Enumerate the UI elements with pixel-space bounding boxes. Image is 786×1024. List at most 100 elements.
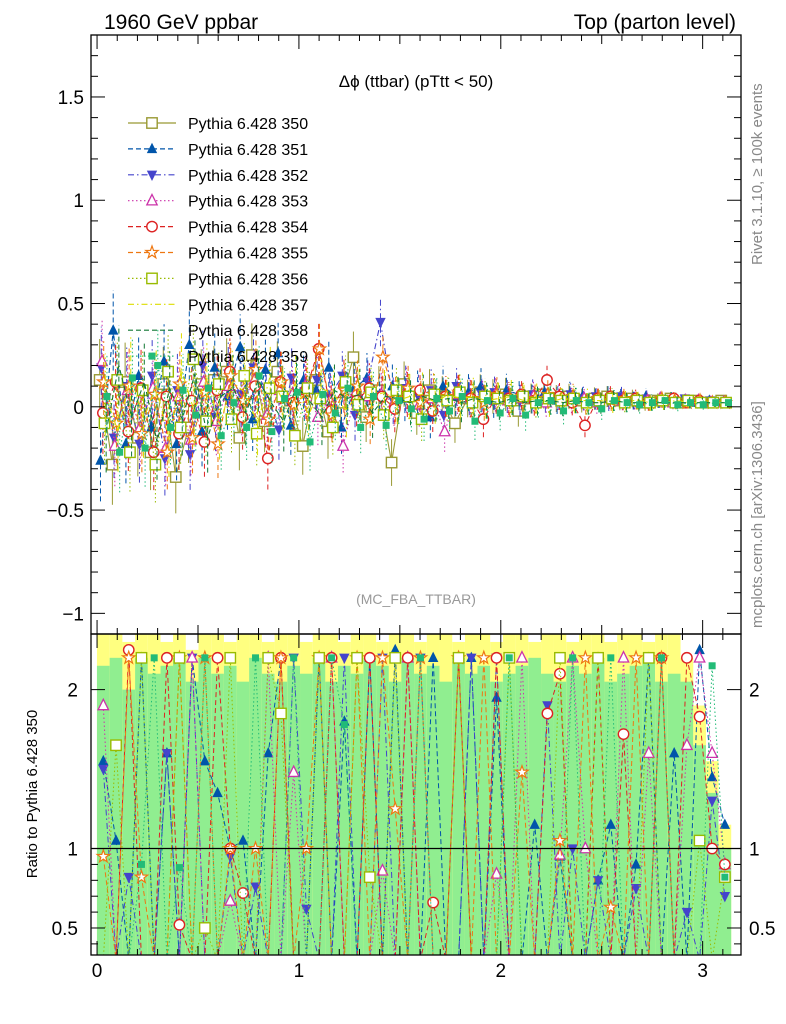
ratio-band-green: [109, 657, 123, 955]
ratio-band-green: [223, 665, 237, 955]
data-point: [579, 419, 591, 432]
data-point: [296, 440, 309, 452]
data-point: [95, 454, 106, 465]
data-point: [390, 384, 403, 397]
ratio-point: [237, 887, 249, 899]
data-point: [674, 401, 682, 409]
ratio-band-green: [553, 681, 567, 955]
ratio-point: [657, 654, 665, 662]
legend-label: Pythia 6.428 357: [188, 297, 308, 314]
data-point: [108, 438, 122, 451]
ratio-point: [706, 796, 718, 808]
ratio-point: [416, 654, 424, 662]
data-point: [167, 423, 175, 431]
ratio-band-green: [363, 657, 377, 955]
ratio-point: [351, 651, 363, 664]
data-point: [217, 432, 225, 440]
series-10: [103, 327, 732, 493]
ratio-point: [628, 649, 644, 665]
data-point: [648, 399, 656, 407]
ratio-point: [363, 871, 376, 884]
legend-marker: [146, 117, 158, 129]
y-tick-label: 1: [73, 191, 84, 212]
data-point: [323, 361, 334, 372]
plot-title: Δϕ (ttbar) (pTtt < 50): [339, 72, 494, 91]
data-point: [149, 458, 162, 471]
data-point: [255, 372, 263, 380]
header-process: Top (parton level): [574, 11, 736, 34]
ratio-point: [199, 754, 211, 766]
legend-label: Pythia 6.428 356: [188, 271, 308, 288]
data-point: [238, 369, 251, 382]
data-point: [286, 396, 302, 412]
ratio-point: [98, 764, 109, 776]
data-point: [245, 349, 258, 362]
ratio-band-green: [541, 673, 554, 955]
ratio-band-green: [604, 681, 618, 955]
ratio-point: [693, 650, 706, 663]
data-point: [154, 361, 162, 369]
ratio-point: [313, 651, 326, 664]
ratio-point: [224, 651, 237, 664]
ratio-point: [123, 872, 134, 884]
ratio-band-green: [439, 681, 453, 955]
legend-entry-7: Pythia 6.428 356: [128, 271, 308, 288]
ratio-point: [150, 654, 158, 662]
ratio-point: [273, 649, 289, 665]
ratio-band-green: [426, 665, 440, 955]
ratio-band-green: [198, 657, 212, 955]
ratio-point: [247, 840, 264, 856]
ratio-point: [680, 737, 694, 751]
ratio-band-green: [667, 673, 681, 955]
data-point: [491, 392, 504, 405]
ratio-point: [466, 653, 477, 665]
data-point: [449, 417, 461, 430]
ratio-band-green: [160, 665, 174, 955]
ratio-band-green: [490, 681, 503, 955]
ratio-point: [592, 876, 604, 887]
ratio-point: [630, 884, 642, 895]
data-point: [349, 377, 366, 393]
data-point: [162, 365, 175, 378]
ratio-point: [592, 651, 604, 664]
data-point: [420, 415, 428, 423]
ratio-point: [110, 834, 122, 845]
ratio-y-tick-label-right: 0.5: [749, 919, 775, 940]
data-point: [128, 374, 136, 382]
ratio-point: [328, 654, 336, 662]
legend-entry-3: Pythia 6.428 352: [128, 168, 308, 185]
data-point: [446, 407, 454, 415]
data-point: [352, 398, 365, 411]
ratio-point: [198, 922, 211, 934]
ratio-band-green: [414, 673, 427, 955]
legend-entry-9: Pythia 6.428 358: [128, 323, 308, 340]
legend-entry-5: Pythia 6.428 354: [128, 220, 308, 237]
ratio-point: [173, 651, 186, 664]
data-point: [471, 417, 479, 425]
data-point: [375, 317, 386, 329]
data-point: [311, 384, 322, 395]
legend-marker: [145, 193, 159, 206]
ratio-point: [642, 745, 655, 759]
ratio-plot-frame: [90, 633, 742, 956]
x-tick-label: 3: [697, 961, 708, 982]
data-point: [234, 340, 246, 352]
ratio-point: [553, 847, 567, 860]
data-point: [369, 392, 377, 400]
ratio-point: [137, 860, 145, 868]
data-point: [200, 415, 212, 428]
ratio-point: [529, 818, 540, 829]
legend-marker: [146, 170, 158, 181]
legend-entry-6: Pythia 6.428 355: [128, 244, 308, 263]
data-point: [522, 411, 530, 419]
ratio-point: [224, 893, 237, 906]
data-point: [395, 397, 403, 405]
data-point: [124, 446, 136, 459]
ratio-point: [161, 748, 173, 760]
ratio-point: [387, 800, 404, 816]
main-series-group: [93, 290, 734, 514]
ratio-point: [110, 739, 122, 752]
data-point: [326, 421, 339, 434]
data-point: [116, 448, 124, 456]
legend-entry-8: Pythia 6.428 357: [128, 297, 308, 314]
